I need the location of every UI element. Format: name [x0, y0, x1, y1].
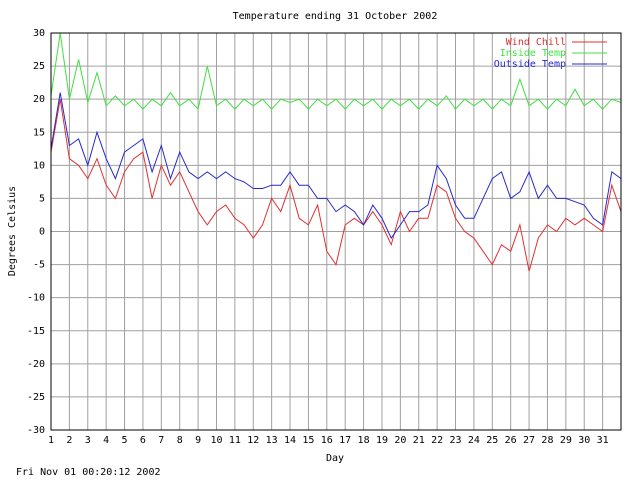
y-tick-label: -15 — [27, 326, 45, 337]
x-tick-label: 17 — [339, 435, 351, 446]
x-tick-label: 9 — [195, 435, 201, 446]
x-axis-label: Day — [326, 453, 344, 464]
y-tick-label: 30 — [33, 28, 45, 39]
y-tick-label: -25 — [27, 392, 45, 403]
x-tick-label: 14 — [284, 435, 296, 446]
chart-title: Temperature ending 31 October 2002 — [233, 11, 438, 22]
x-tick-label: 20 — [394, 435, 406, 446]
series-line — [51, 99, 621, 272]
x-tick-label: 7 — [158, 435, 164, 446]
x-tick-label: 27 — [523, 435, 535, 446]
y-tick-label: -5 — [33, 260, 45, 271]
legend-label: Outside Temp — [494, 59, 566, 70]
x-tick-label: 22 — [431, 435, 443, 446]
x-tick-label: 12 — [247, 435, 259, 446]
x-tick-label: 8 — [177, 435, 183, 446]
y-tick-label: 15 — [33, 127, 45, 138]
x-tick-label: 10 — [210, 435, 222, 446]
x-tick-label: 19 — [376, 435, 388, 446]
y-tick-label: 25 — [33, 61, 45, 72]
y-tick-label: 0 — [39, 227, 45, 238]
series-line — [51, 92, 621, 240]
x-tick-label: 4 — [103, 435, 109, 446]
x-tick-label: 16 — [321, 435, 333, 446]
x-tick-label: 23 — [449, 435, 461, 446]
x-tick-label: 5 — [122, 435, 128, 446]
x-tick-label: 29 — [560, 435, 572, 446]
legend-label: Wind Chill — [506, 37, 566, 48]
x-tick-label: 21 — [413, 435, 425, 446]
y-tick-label: 20 — [33, 94, 45, 105]
x-tick-label: 15 — [302, 435, 314, 446]
series-line — [51, 33, 621, 111]
y-tick-label: 5 — [39, 193, 45, 204]
x-tick-label: 13 — [266, 435, 278, 446]
x-tick-label: 3 — [85, 435, 91, 446]
x-tick-label: 2 — [66, 435, 72, 446]
x-tick-label: 1 — [48, 435, 54, 446]
x-tick-label: 18 — [358, 435, 370, 446]
timestamp: Fri Nov 01 00:20:12 2002 — [16, 467, 161, 478]
y-axis-label: Degrees Celsius — [7, 186, 18, 276]
x-tick-label: 30 — [578, 435, 590, 446]
y-tick-label: -20 — [27, 359, 45, 370]
y-tick-label: 10 — [33, 160, 45, 171]
x-tick-label: 26 — [505, 435, 517, 446]
x-tick-label: 31 — [597, 435, 609, 446]
y-tick-label: -30 — [27, 425, 45, 436]
y-tick-label: -10 — [27, 293, 45, 304]
plot-border — [50, 32, 622, 431]
x-tick-label: 28 — [541, 435, 553, 446]
x-tick-label: 25 — [486, 435, 498, 446]
x-tick-label: 24 — [468, 435, 480, 446]
x-tick-label: 11 — [229, 435, 241, 446]
x-tick-label: 6 — [140, 435, 146, 446]
legend-label: Inside Temp — [500, 48, 566, 59]
